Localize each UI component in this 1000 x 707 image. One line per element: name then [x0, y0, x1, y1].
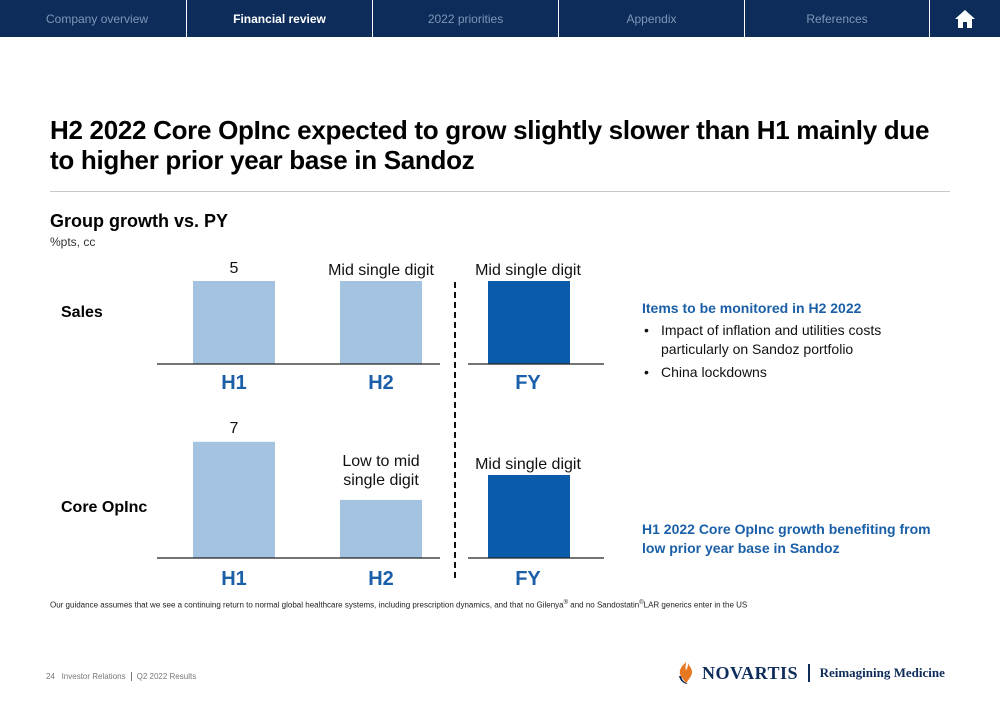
bullet-icon: •: [644, 322, 649, 338]
section-title: Group growth vs. PY: [50, 211, 229, 231]
opinc-h1-value-label: 7: [229, 420, 239, 437]
title-divider: [50, 191, 950, 192]
opinc-row-label: Core OpInc: [61, 499, 148, 516]
sales-axis-h1: H1: [221, 372, 247, 394]
opinc-axis-h2: H2: [368, 568, 394, 590]
nav-tab-appendix[interactable]: Appendix: [559, 0, 745, 37]
opinc-bar-h2: [340, 499, 422, 558]
opinc-h2-value-label-line1: Low to mid: [342, 453, 420, 470]
footer-doc: Q2 2022 Results: [136, 672, 197, 681]
novartis-logo: NOVARTIS Reimagining Medicine: [676, 660, 945, 686]
sales-bar-fy: [488, 281, 570, 364]
footer-section: Investor Relations: [61, 672, 126, 681]
nav-tab-financial-review[interactable]: Financial review: [187, 0, 373, 37]
opinc-note: H1 2022 Core OpInc growth benefiting fro…: [642, 521, 931, 556]
page-footer: 24 Investor Relations Q2 2022 Results: [46, 672, 197, 682]
sales-fy-value-label: Mid single digit: [475, 262, 581, 279]
section-subtitle: %pts, cc: [50, 235, 96, 249]
monitor-items-title: Items to be monitored in H2 2022: [642, 300, 862, 316]
guidance-footnote: Our guidance assumes that we see a conti…: [50, 600, 748, 610]
nav-tab-2022-priorities[interactable]: 2022 priorities: [373, 0, 559, 37]
monitor-items-list: • Impact of inflation and utilities cost…: [642, 321, 942, 386]
nav-tab-references[interactable]: References: [745, 0, 930, 37]
sales-axis-h2: H2: [368, 372, 394, 394]
home-button[interactable]: [930, 0, 1000, 37]
sales-bar-h2: [340, 281, 422, 364]
opinc-axis-fy: FY: [515, 568, 541, 590]
home-icon: [955, 9, 975, 28]
list-item-text: China lockdowns: [661, 364, 767, 380]
nav-tab-company-overview[interactable]: Company overview: [0, 0, 187, 37]
brand-tagline: Reimagining Medicine: [819, 665, 945, 680]
sales-axis-fy: FY: [515, 372, 541, 394]
opinc-bar-fy: [488, 475, 570, 558]
brand-name: NOVARTIS: [702, 662, 799, 683]
opinc-fy-value-label: Mid single digit: [475, 456, 581, 473]
opinc-axis-h1: H1: [221, 568, 247, 590]
opinc-bar-h1: [193, 441, 275, 558]
list-item: • China lockdowns: [642, 363, 942, 382]
page-title: H2 2022 Core OpInc expected to grow slig…: [50, 115, 930, 175]
sales-h2-value-label: Mid single digit: [328, 262, 434, 279]
list-item-text: Impact of inflation and utilities costs …: [661, 322, 882, 357]
flame-icon: [679, 662, 692, 684]
sales-row-label: Sales: [61, 304, 103, 321]
page-number: 24: [46, 672, 55, 681]
logo-divider: [808, 664, 810, 682]
opinc-h2-value-label-line2: single digit: [343, 472, 419, 489]
sales-bar-h1: [193, 281, 275, 364]
list-item: • Impact of inflation and utilities cost…: [642, 321, 942, 359]
sales-h1-value-label: 5: [229, 260, 239, 277]
top-navigation: Company overview Financial review 2022 p…: [0, 0, 1000, 37]
bullet-icon: •: [644, 364, 649, 380]
